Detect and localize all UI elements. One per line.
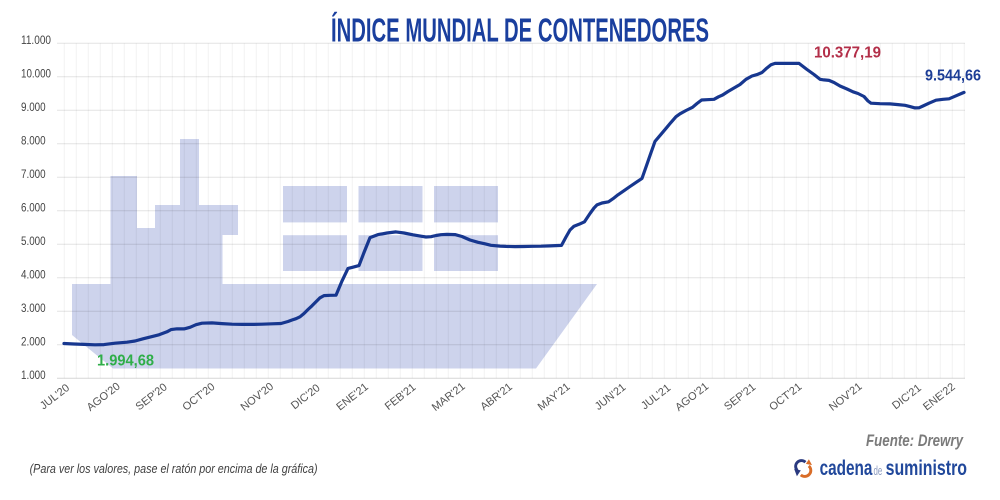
svg-text:ÍNDICE MUNDIAL DE CONTENEDORES: ÍNDICE MUNDIAL DE CONTENEDORES <box>331 12 709 49</box>
svg-text:cadena: cadena <box>820 457 873 480</box>
svg-text:7.000: 7.000 <box>21 167 46 181</box>
svg-text:10.377,19: 10.377,19 <box>814 45 881 62</box>
svg-text:(Para ver los valores, pase el: (Para ver los valores, pase el ratón por… <box>30 461 318 476</box>
svg-text:4.000: 4.000 <box>21 268 46 282</box>
svg-text:de: de <box>874 463 883 478</box>
svg-text:9.000: 9.000 <box>21 100 46 114</box>
svg-text:suministro: suministro <box>886 457 967 480</box>
svg-text:9.544,66: 9.544,66 <box>925 68 981 85</box>
svg-text:6.000: 6.000 <box>21 201 46 215</box>
svg-text:Fuente: Drewry: Fuente: Drewry <box>866 432 964 450</box>
svg-text:10.000: 10.000 <box>21 67 51 81</box>
svg-text:8.000: 8.000 <box>21 134 46 148</box>
svg-text:3.000: 3.000 <box>21 301 46 315</box>
svg-text:5.000: 5.000 <box>21 234 46 248</box>
svg-text:1.994,68: 1.994,68 <box>97 353 154 370</box>
svg-text:1.000: 1.000 <box>21 368 46 382</box>
svg-text:11.000: 11.000 <box>21 33 51 47</box>
svg-text:2.000: 2.000 <box>21 335 46 349</box>
